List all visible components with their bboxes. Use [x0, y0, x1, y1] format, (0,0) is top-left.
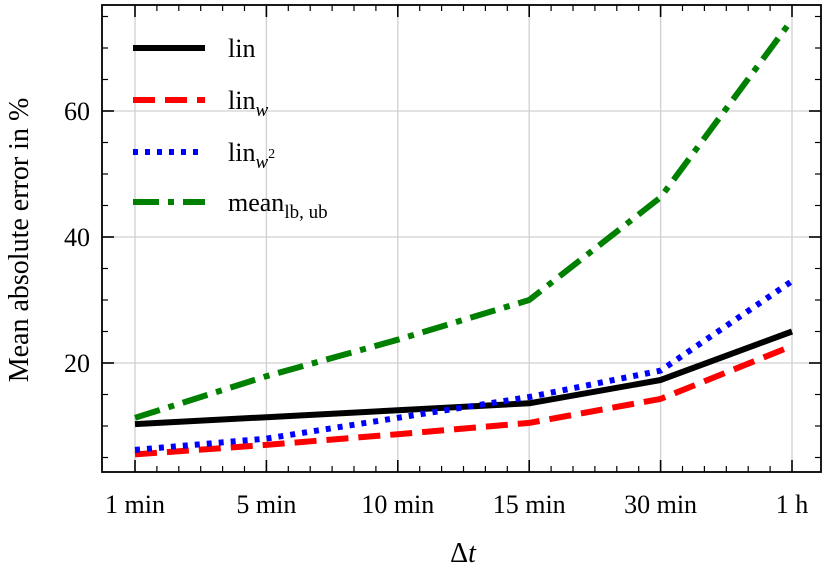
x-tick-label: 30 min [624, 490, 697, 519]
series-line-3 [134, 278, 794, 453]
legend-label-superscript: 2 [268, 147, 275, 162]
legend-label-4: meanlb, ub [228, 188, 328, 223]
legend-label-2: linw [228, 86, 268, 121]
legend-label-base: lin [228, 138, 255, 167]
x-tick-label: 5 min [236, 490, 296, 519]
x-axis-label: Δt [450, 538, 477, 569]
axis-ticks [102, 5, 821, 472]
x-tick-label: 15 min [493, 490, 566, 519]
series-line-4 [134, 17, 795, 421]
legend-label-base: lin [228, 86, 255, 115]
series-line-1 [134, 328, 794, 428]
series-line-2 [134, 343, 794, 458]
x-axis-label-base: Δ [450, 538, 468, 569]
plot-frame [101, 4, 822, 473]
legend-label-base: mean [228, 188, 284, 217]
grid [102, 5, 821, 472]
legend-label-3: linw2 [228, 138, 275, 173]
x-tick-label: 10 min [361, 490, 434, 519]
x-axis-label-var: t [468, 538, 477, 569]
legend-label-subscript: w [255, 152, 268, 173]
legend-label-subscript: w [255, 100, 268, 121]
legend-label-subscript: lb, ub [284, 202, 327, 223]
legend-label-1: lin [228, 34, 255, 63]
y-tick-label: 60 [64, 97, 90, 126]
x-tick-label: 1 min [105, 490, 165, 519]
y-tick-label: 40 [64, 223, 90, 252]
y-axis-label: Mean absolute error in % [4, 98, 35, 383]
x-tick-label: 1 h [776, 490, 809, 519]
x-tick-labels: 1 min 5 min 10 min 15 min 30 min 1 h [105, 490, 808, 519]
y-tick-labels: 20 40 60 [64, 97, 90, 378]
y-tick-label: 20 [64, 349, 90, 378]
legend-label-base: lin [228, 34, 255, 63]
series-lines [134, 17, 795, 458]
